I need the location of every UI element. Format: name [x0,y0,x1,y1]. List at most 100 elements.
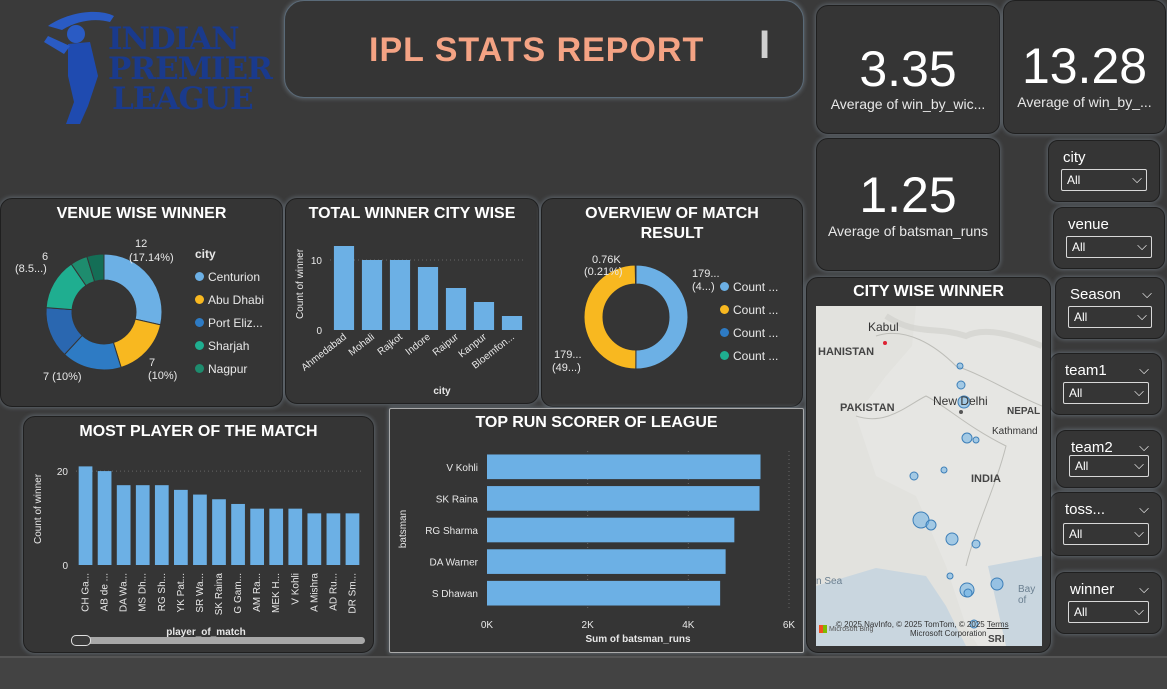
chevron-down-icon: ⌵ [1134,457,1144,472]
map-bubble[interactable] [961,432,973,444]
bar[interactable] [174,489,188,565]
bar[interactable] [487,580,721,606]
slicer-dropdown[interactable]: All ⌵ [1066,236,1152,258]
logo-line-3: LEAGUE [112,81,254,117]
bar[interactable] [487,517,735,543]
bar[interactable] [269,508,284,565]
bar[interactable] [361,260,383,330]
chart-title: OVERVIEW OF MATCH RESULT [585,205,759,242]
bar[interactable] [445,288,467,330]
bar[interactable] [333,246,355,330]
bar[interactable] [487,454,761,480]
bar[interactable] [345,513,360,565]
bar[interactable] [288,508,303,565]
map-bubble[interactable] [969,619,979,629]
legend-item[interactable]: Abu Dhabi [195,288,264,311]
bar[interactable] [307,513,322,565]
pie-slice[interactable] [103,253,163,326]
pie-slice[interactable] [86,253,105,283]
bar[interactable] [326,513,341,565]
map-bubble[interactable] [925,519,937,531]
legend-item[interactable]: Count ... [720,275,778,298]
x-tick-label: AM Ra... [252,573,263,612]
bar[interactable] [78,466,93,565]
bar[interactable] [116,485,131,565]
collapse-chevron-icon[interactable]: ⌵ [1139,362,1149,377]
map-bubble[interactable] [946,572,954,580]
bar[interactable] [417,267,439,330]
map-bubble[interactable] [963,588,973,598]
scrollbar-thumb[interactable] [71,635,91,646]
bar[interactable] [487,486,760,511]
legend-item[interactable]: Centurion [195,265,264,288]
bar[interactable] [473,302,495,330]
bar[interactable] [212,499,226,565]
map-corp: Microsoft Corporation [910,629,987,638]
slicer-toss[interactable]: toss... ⌵ All ⌵ [1050,492,1162,556]
bar[interactable] [250,508,264,565]
bar[interactable] [193,494,207,565]
bar[interactable] [389,260,411,330]
bar[interactable] [97,471,112,565]
bar[interactable] [501,316,523,330]
pie-slice[interactable] [583,264,637,370]
map-bubble[interactable] [940,466,948,474]
legend-item[interactable]: Nagpur [195,357,264,380]
map-canvas[interactable]: Kabul HANISTAN PAKISTAN New Delhi NEPAL … [816,306,1042,646]
legend-item[interactable]: Count ... [720,321,778,344]
slicer-team2[interactable]: team2 ⌵ All ⌵ [1056,430,1162,488]
title-banner: IPL STATS REPORT I [284,0,804,98]
chevron-down-icon: ⌵ [1137,308,1147,323]
legend-dot-icon [720,305,729,314]
map-bubble[interactable] [909,471,919,481]
slicer-winner[interactable]: winner ⌵ All ⌵ [1055,572,1162,634]
horizontal-scrollbar[interactable] [71,635,365,646]
x-tick-label: AD Ru... [328,573,339,611]
map-terms-link[interactable]: Terms [986,620,1009,629]
map-bubble[interactable] [956,362,964,370]
map-bubble[interactable] [971,539,981,549]
slicer-dropdown[interactable]: All ⌵ [1068,601,1149,623]
attribution-text: © 2025 NavInfo, © 2025 TomTom, © 2025 [836,620,985,629]
map-bubble[interactable] [957,395,971,409]
collapse-chevron-icon[interactable]: ⌵ [1139,439,1149,454]
slicer-venue[interactable]: venue All ⌵ [1053,207,1165,269]
bar[interactable] [135,485,150,565]
slicer-city[interactable]: city All ⌵ [1048,140,1160,202]
bar[interactable] [231,503,245,565]
x-tick-label: YK Pat... [176,573,187,612]
data-label: (49...) [552,362,581,374]
map-bubble[interactable] [956,380,966,390]
map-label-sri-lanka: SRI LANKA [988,634,1023,646]
map-label-kabul: Kabul [868,320,899,334]
legend-item[interactable]: Port Eliz... [195,311,264,334]
map-bubble[interactable] [990,577,1004,591]
slicer-dropdown[interactable]: All ⌵ [1063,523,1149,545]
bar[interactable] [487,549,726,574]
chevron-down-icon: ⌵ [1134,384,1144,399]
collapse-chevron-icon[interactable]: ⌵ [1142,286,1152,301]
legend-item[interactable]: Count ... [720,344,778,367]
map-bubble[interactable] [945,532,959,546]
map-label-arabian-sea: n Sea [816,576,843,587]
collapse-chevron-icon[interactable]: ⌵ [1139,501,1149,516]
pie-slice[interactable] [634,264,637,285]
pie-slice[interactable] [635,264,689,370]
legend-title: city [195,247,216,261]
slicer-dropdown[interactable]: All ⌵ [1063,382,1149,404]
slicer-dropdown[interactable]: All ⌵ [1068,306,1152,328]
slicer-dropdown[interactable]: All ⌵ [1069,455,1149,477]
y-tick-label: 20 [57,467,69,478]
legend-item[interactable]: Sharjah [195,334,264,357]
slicer-team1[interactable]: team1 ⌵ All ⌵ [1050,353,1162,415]
legend-item[interactable]: Count ... [720,298,778,321]
legend-dot-icon [195,364,204,373]
x-tick-label: DA Wa... [119,573,130,612]
bar[interactable] [154,485,169,565]
legend-label: Count ... [733,348,779,363]
slicer-season[interactable]: Season ⌵ All ⌵ [1055,277,1165,339]
x-tick-label: Rajkot [376,332,405,358]
slicer-dropdown[interactable]: All ⌵ [1061,169,1147,191]
collapse-chevron-icon[interactable]: ⌵ [1139,581,1149,596]
map-bubble[interactable] [972,436,980,444]
